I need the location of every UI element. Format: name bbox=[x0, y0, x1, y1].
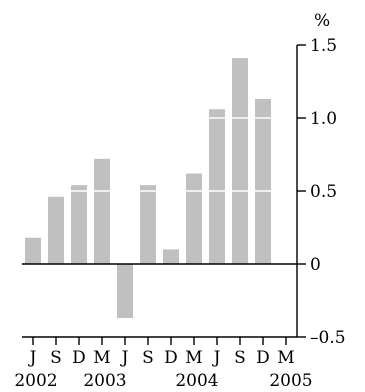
y-tick-label: 0 bbox=[310, 255, 321, 275]
year-label: 2005 bbox=[269, 371, 312, 391]
bar bbox=[209, 109, 225, 265]
x-tick-label: S bbox=[142, 348, 154, 368]
x-tick-label: M bbox=[185, 348, 202, 368]
year-label: 2002 bbox=[14, 371, 57, 391]
bar bbox=[117, 264, 133, 319]
gridline-breaks bbox=[71, 117, 271, 192]
x-tick-label: J bbox=[120, 348, 129, 368]
bar bbox=[255, 99, 271, 265]
year-label: 2004 bbox=[175, 371, 218, 391]
x-tick-label: S bbox=[50, 348, 62, 368]
y-tick-label: 1.0 bbox=[310, 109, 337, 129]
x-tick-label: D bbox=[164, 348, 178, 368]
y-tick-label: 1.5 bbox=[310, 36, 337, 56]
y-tick-label: –0.5 bbox=[310, 328, 346, 348]
bar bbox=[232, 58, 248, 264]
bar bbox=[48, 196, 64, 264]
x-tick-label: J bbox=[212, 348, 221, 368]
bar bbox=[25, 237, 41, 264]
x-tick-label: M bbox=[93, 348, 110, 368]
y-tick-label: 0.5 bbox=[310, 182, 337, 202]
y-axis-ticks: 1.5 1.0 0.5 0 –0.5 bbox=[297, 36, 346, 348]
bars-layer bbox=[25, 58, 271, 319]
y-unit-label: % bbox=[314, 11, 330, 31]
bar bbox=[186, 173, 202, 264]
x-tick-label: D bbox=[256, 348, 270, 368]
bar bbox=[163, 249, 179, 264]
x-tick-label: M bbox=[277, 348, 294, 368]
x-tick-label: J bbox=[28, 348, 37, 368]
x-tick-label: S bbox=[234, 348, 246, 368]
bar bbox=[140, 185, 156, 264]
bar bbox=[94, 158, 110, 264]
year-label: 2003 bbox=[83, 371, 126, 391]
bar bbox=[71, 185, 87, 264]
x-tick-label: D bbox=[72, 348, 86, 368]
